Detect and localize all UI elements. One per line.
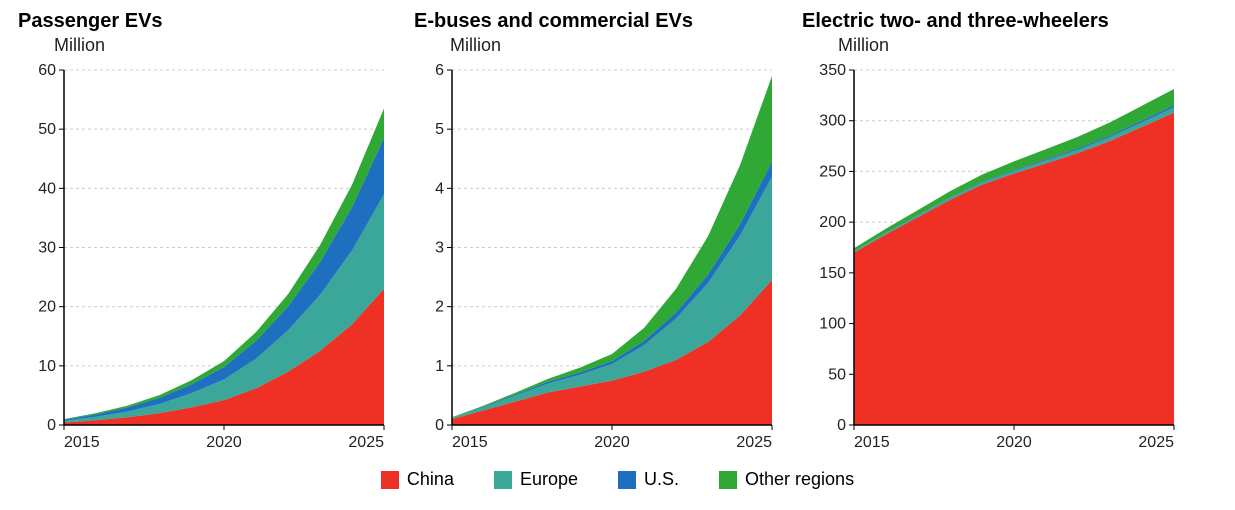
y-tick-label: 5 — [435, 121, 444, 138]
y-tick-label: 0 — [837, 417, 846, 434]
y-tick-label: 4 — [435, 180, 444, 197]
y-tick-label: 40 — [38, 180, 56, 197]
y-tick-label: 10 — [38, 358, 56, 375]
chart-panel-twothree: Electric two- and three-wheelersMillion 0… — [794, 10, 1184, 455]
chart-unit-label: Million — [54, 35, 394, 56]
y-tick-label: 50 — [38, 121, 56, 138]
y-tick-label: 100 — [819, 316, 846, 333]
legend-label: U.S. — [644, 469, 679, 490]
charts-row: Passenger EVsMillion01020304050602015202… — [10, 10, 1225, 455]
legend-swatch-china — [381, 471, 399, 489]
legend-swatch-other — [719, 471, 737, 489]
y-tick-label: 150 — [819, 265, 846, 282]
y-tick-label: 250 — [819, 163, 846, 180]
y-tick-label: 50 — [828, 366, 846, 383]
chart-plot: 0 1 2 3 4 5 6 2015 2020 2025 — [406, 62, 782, 455]
x-tick-label: 2025 — [348, 434, 384, 451]
chart-plot: 0 10 20 30 40 50 60 2015 2020 2025 — [10, 62, 394, 455]
x-tick-label: 2015 — [854, 434, 890, 451]
y-tick-label: 200 — [819, 214, 846, 231]
chart-panel-passenger: Passenger EVsMillion 0 10 20 30 40 50 60 2015 202… — [10, 10, 394, 455]
y-tick-label: 2 — [435, 299, 444, 316]
chart-plot: 0 50 100 150 200 250 300 350 2015 2020 2025 — [794, 62, 1184, 455]
y-tick-label: 0 — [435, 417, 444, 434]
legend-label: Other regions — [745, 469, 854, 490]
x-tick-label: 2015 — [64, 434, 100, 451]
y-tick-label: 1 — [435, 358, 444, 375]
chart-title: Electric two- and three-wheelers — [802, 10, 1184, 33]
y-tick-label: 6 — [435, 62, 444, 79]
legend-item-other: Other regions — [719, 469, 854, 490]
y-tick-label: 60 — [38, 62, 56, 79]
x-tick-label: 2025 — [1138, 434, 1174, 451]
legend: China Europe U.S. Other regions — [10, 469, 1225, 490]
chart-unit-label: Million — [450, 35, 782, 56]
legend-item-us: U.S. — [618, 469, 679, 490]
y-tick-label: 350 — [819, 62, 846, 79]
chart-title: E-buses and commercial EVs — [414, 10, 782, 33]
legend-item-europe: Europe — [494, 469, 578, 490]
legend-label: Europe — [520, 469, 578, 490]
area-china — [854, 113, 1174, 425]
legend-swatch-europe — [494, 471, 512, 489]
y-tick-label: 0 — [47, 417, 56, 434]
chart-title: Passenger EVs — [18, 10, 394, 33]
x-tick-label: 2015 — [452, 434, 488, 451]
legend-item-china: China — [381, 469, 454, 490]
legend-swatch-us — [618, 471, 636, 489]
y-tick-label: 20 — [38, 299, 56, 316]
x-tick-label: 2025 — [736, 434, 772, 451]
legend-label: China — [407, 469, 454, 490]
chart-panel-buses: E-buses and commercial EVsMillion 0 1 2 3 4 5 6… — [406, 10, 782, 455]
x-tick-label: 2020 — [996, 434, 1032, 451]
x-tick-label: 2020 — [594, 434, 630, 451]
y-tick-label: 300 — [819, 113, 846, 130]
x-tick-label: 2020 — [206, 434, 242, 451]
chart-unit-label: Million — [838, 35, 1184, 56]
y-tick-label: 30 — [38, 240, 56, 257]
y-tick-label: 3 — [435, 240, 444, 257]
